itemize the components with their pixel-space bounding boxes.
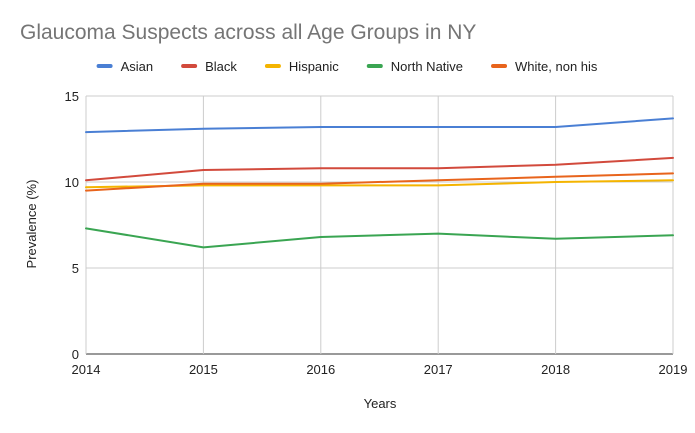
x-tick-label: 2016 bbox=[306, 362, 335, 377]
x-axis-title: Years bbox=[364, 396, 397, 411]
series-line-asian bbox=[85, 117, 674, 134]
y-tick-label: 10 bbox=[65, 175, 79, 190]
series-line-white-non-his bbox=[85, 172, 674, 192]
y-tick-label: 15 bbox=[65, 89, 79, 104]
legend: Asian Black Hispanic North Native White, non… bbox=[96, 59, 598, 74]
y-axis-title: Prevalence (%) bbox=[24, 180, 39, 269]
legend-label: Hispanic bbox=[289, 59, 339, 74]
chart-title: Glaucoma Suspects across all Age Groups … bbox=[20, 21, 476, 44]
legend-item-north-native: North Native bbox=[366, 59, 463, 74]
legend-label: North Native bbox=[391, 59, 463, 74]
x-tick-label: 2018 bbox=[541, 362, 570, 377]
legend-item-hispanic: Hispanic bbox=[264, 59, 339, 74]
series-lines bbox=[85, 117, 674, 249]
legend-swatch bbox=[264, 64, 281, 68]
x-tick-label: 2019 bbox=[659, 362, 688, 377]
legend-swatch bbox=[181, 64, 198, 68]
legend-swatch bbox=[491, 64, 508, 68]
legend-item-black: Black bbox=[181, 59, 237, 74]
legend-label: Asian bbox=[121, 59, 154, 74]
legend-label: Black bbox=[205, 59, 237, 74]
y-tick-label: 0 bbox=[72, 347, 79, 362]
x-tick-label: 2014 bbox=[72, 362, 101, 377]
x-tick-label: 2015 bbox=[189, 362, 218, 377]
series-line-north-native bbox=[85, 227, 674, 249]
legend-label: White, non his bbox=[515, 59, 598, 74]
legend-swatch bbox=[366, 64, 383, 68]
x-axis-ticks: 2014 2015 2016 2017 2018 2019 bbox=[72, 362, 688, 377]
legend-item-asian: Asian bbox=[96, 59, 154, 74]
legend-swatch bbox=[96, 64, 113, 68]
y-tick-label: 5 bbox=[72, 261, 79, 276]
y-axis-ticks: 0 5 10 15 bbox=[65, 89, 79, 362]
x-tick-label: 2017 bbox=[424, 362, 453, 377]
grid bbox=[85, 95, 674, 355]
legend-item-white-non-his: White, non his bbox=[491, 59, 598, 74]
series-line-black bbox=[85, 156, 674, 182]
